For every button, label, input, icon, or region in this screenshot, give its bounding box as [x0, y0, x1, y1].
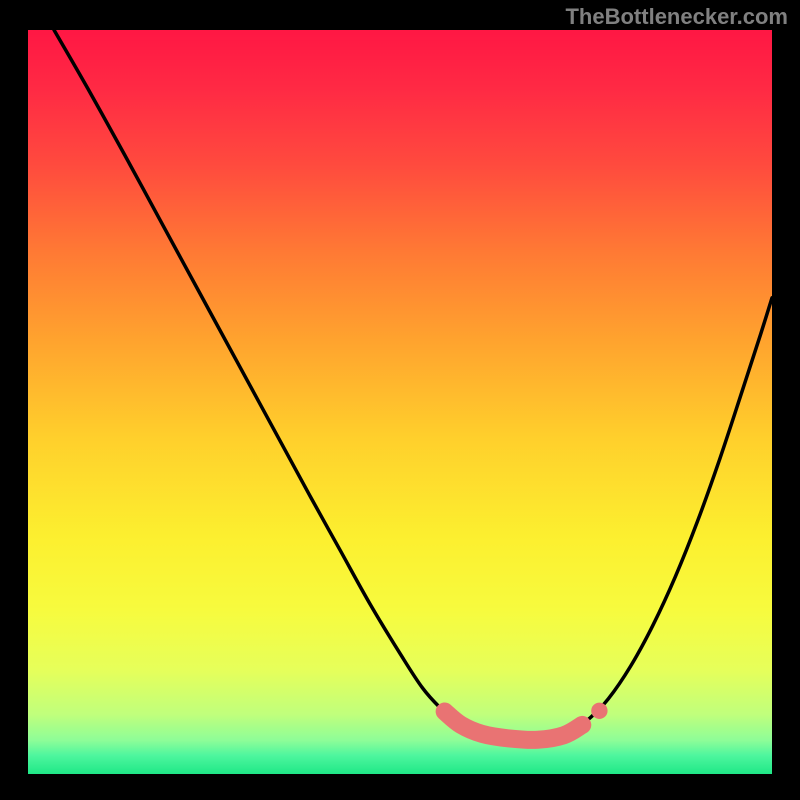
chart-stage: TheBottlenecker.com	[0, 0, 800, 800]
watermark-text: TheBottlenecker.com	[565, 4, 788, 30]
highlight-dot	[591, 703, 607, 719]
bottleneck-chart	[0, 0, 800, 800]
